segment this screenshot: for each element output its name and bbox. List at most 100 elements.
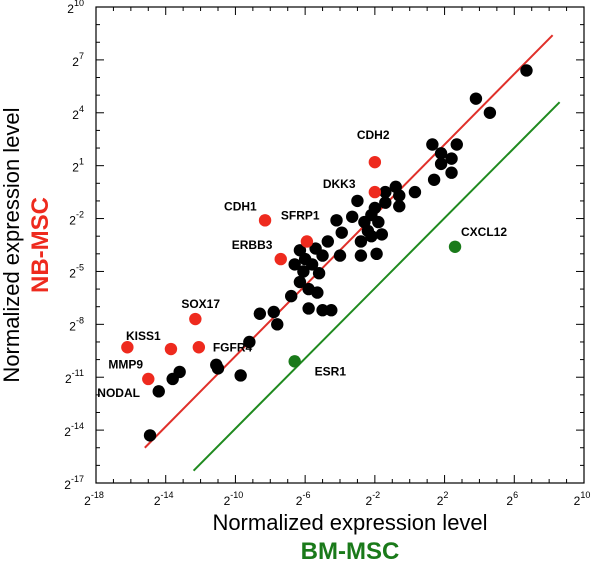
gene-point	[166, 372, 179, 386]
gene-point	[211, 362, 225, 375]
gene-point	[469, 92, 483, 105]
gene-point	[285, 289, 298, 303]
gene-point	[483, 106, 497, 119]
gene-point	[271, 318, 284, 331]
gene-point	[321, 235, 334, 248]
gene-point	[434, 147, 448, 160]
gene-labels: CDH2 DKK3 CDH1 SFRP1 ERBB3 SOX17 KISS1 FGFR4 MMP…	[97, 128, 507, 400]
x-tick-label: 210	[574, 490, 591, 508]
gene-label-sox17: SOX17	[181, 297, 220, 311]
gene-label-mmp9: MMP9	[108, 357, 143, 371]
gene-point	[302, 302, 315, 315]
gene-label-sfrp1: SFRP1	[281, 208, 320, 222]
gene-point	[305, 258, 319, 271]
gene-point-mmp9	[121, 341, 134, 354]
gene-label-erbb3: ERBB3	[232, 238, 273, 252]
gene-label-cxcl12: CXCL12	[461, 225, 507, 239]
y-tick-label: 2-14	[64, 421, 84, 439]
gene-point	[293, 275, 307, 289]
gene-point-fgfr4	[192, 341, 206, 354]
y-tick-label: 2-8	[69, 315, 84, 333]
gene-point-esr1	[288, 355, 301, 368]
gene-point	[372, 215, 385, 229]
gene-point	[393, 189, 406, 202]
gene-label-cdh1: CDH1	[224, 199, 257, 213]
gene-point	[325, 304, 338, 317]
gene-point	[427, 173, 441, 186]
gene-point	[370, 247, 383, 261]
y-tick-label: 24	[72, 104, 84, 122]
y-axis-group-label: NB-MSC	[27, 197, 54, 293]
gene-point	[311, 286, 324, 299]
gene-point	[316, 304, 329, 317]
gene-point-sox17	[189, 312, 202, 326]
gene-point	[351, 194, 364, 208]
gene-point	[333, 249, 347, 262]
gene-point	[445, 152, 458, 165]
y-axis-title: Normalized expression level	[0, 107, 24, 382]
gene-point	[379, 196, 392, 209]
x-tick-label: 2-6	[296, 490, 311, 508]
gene-point	[312, 267, 326, 280]
gene-point-dkk3	[368, 185, 382, 199]
gene-point-erbb3	[274, 252, 287, 266]
y-tick-label: 21	[72, 157, 84, 175]
fold-change-lines	[144, 34, 561, 472]
gene-point	[445, 166, 458, 179]
y-tick-label: 2-11	[65, 368, 84, 386]
gene-label-cdh2: CDH2	[357, 128, 390, 142]
gene-label-fgfr4: FGFR4	[213, 340, 253, 354]
gene-point	[450, 138, 463, 151]
gene-point	[143, 429, 157, 442]
gene-point	[152, 385, 165, 398]
x-axis-title: Normalized expression level	[212, 510, 487, 535]
gene-point-nodal	[142, 372, 155, 386]
gene-point	[253, 307, 267, 320]
gene-point	[354, 235, 368, 248]
gene-point	[243, 335, 256, 349]
gene-label-kiss1: KISS1	[126, 329, 161, 343]
x-tick-label: 22	[437, 490, 449, 508]
upper-fold-line	[144, 34, 554, 449]
y-tick-label: 2-17	[64, 474, 84, 492]
gene-point	[354, 249, 368, 262]
gene-point	[335, 226, 348, 239]
gene-point	[316, 249, 329, 262]
y-tick-label: 2-5	[69, 262, 84, 280]
x-tick-label: 2-2	[366, 490, 381, 508]
x-axis-group-label: BM-MSC	[301, 538, 400, 565]
gene-point	[379, 185, 392, 199]
lower-fold-line	[192, 101, 561, 472]
gene-point	[426, 138, 439, 151]
y-tick-label: 2-2	[69, 210, 84, 228]
gene-point	[346, 210, 359, 223]
gene-point	[267, 305, 280, 319]
x-tick-label: 26	[506, 490, 518, 508]
gene-point-kiss1	[164, 342, 178, 356]
gene-point	[375, 228, 389, 241]
gene-point	[393, 200, 406, 213]
gene-point	[365, 229, 378, 243]
y-tick-label: 27	[72, 51, 84, 69]
gene-point-cxcl12	[448, 240, 462, 253]
gene-point	[520, 64, 533, 77]
gene-point-cdh1	[258, 214, 272, 227]
gene-point	[234, 369, 247, 382]
gene-point-cdh2	[368, 155, 382, 169]
x-tick-label: 2-10	[224, 490, 244, 508]
gene-point	[330, 214, 343, 227]
gene-point	[297, 265, 310, 278]
axis-ticks: 2-18 2-14 2-10 2-6 2-2 22 26 210 2-17 2-14 2-11 2-8…	[64, 0, 590, 508]
gene-label-dkk3: DKK3	[323, 177, 356, 191]
x-tick-label: 2-18	[84, 490, 104, 508]
gene-point	[408, 185, 422, 199]
data-points	[121, 64, 533, 442]
gene-point	[288, 258, 301, 271]
gene-label-esr1: ESR1	[315, 364, 347, 378]
gene-label-nodal: NODAL	[97, 386, 140, 400]
gene-point-sfrp1	[300, 235, 314, 248]
y-tick-label: 210	[67, 0, 84, 16]
x-tick-label: 2-14	[154, 490, 174, 508]
gene-point	[434, 157, 448, 171]
